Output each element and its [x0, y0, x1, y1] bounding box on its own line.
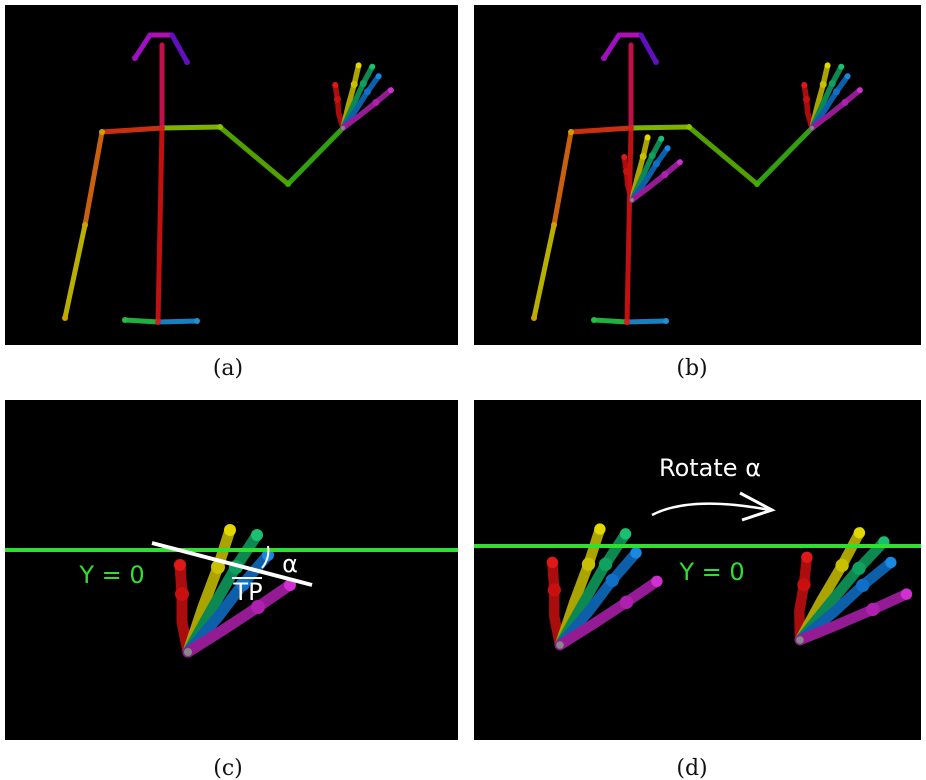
alpha: α	[282, 550, 298, 578]
caption: (a)	[213, 356, 243, 381]
caption: (d)	[676, 756, 707, 780]
y-label: Y = 0	[78, 561, 144, 589]
y-label: Y = 0	[678, 558, 744, 586]
caption: (c)	[213, 756, 243, 780]
figure: Y = 0 α TP Rotate α Y = 0 (a) (b) (c) (d…	[0, 0, 926, 780]
tp: TP	[232, 578, 262, 606]
caption: (b)	[676, 356, 707, 381]
panel-a	[5, 5, 458, 345]
rotate-label: Rotate α	[659, 454, 761, 482]
